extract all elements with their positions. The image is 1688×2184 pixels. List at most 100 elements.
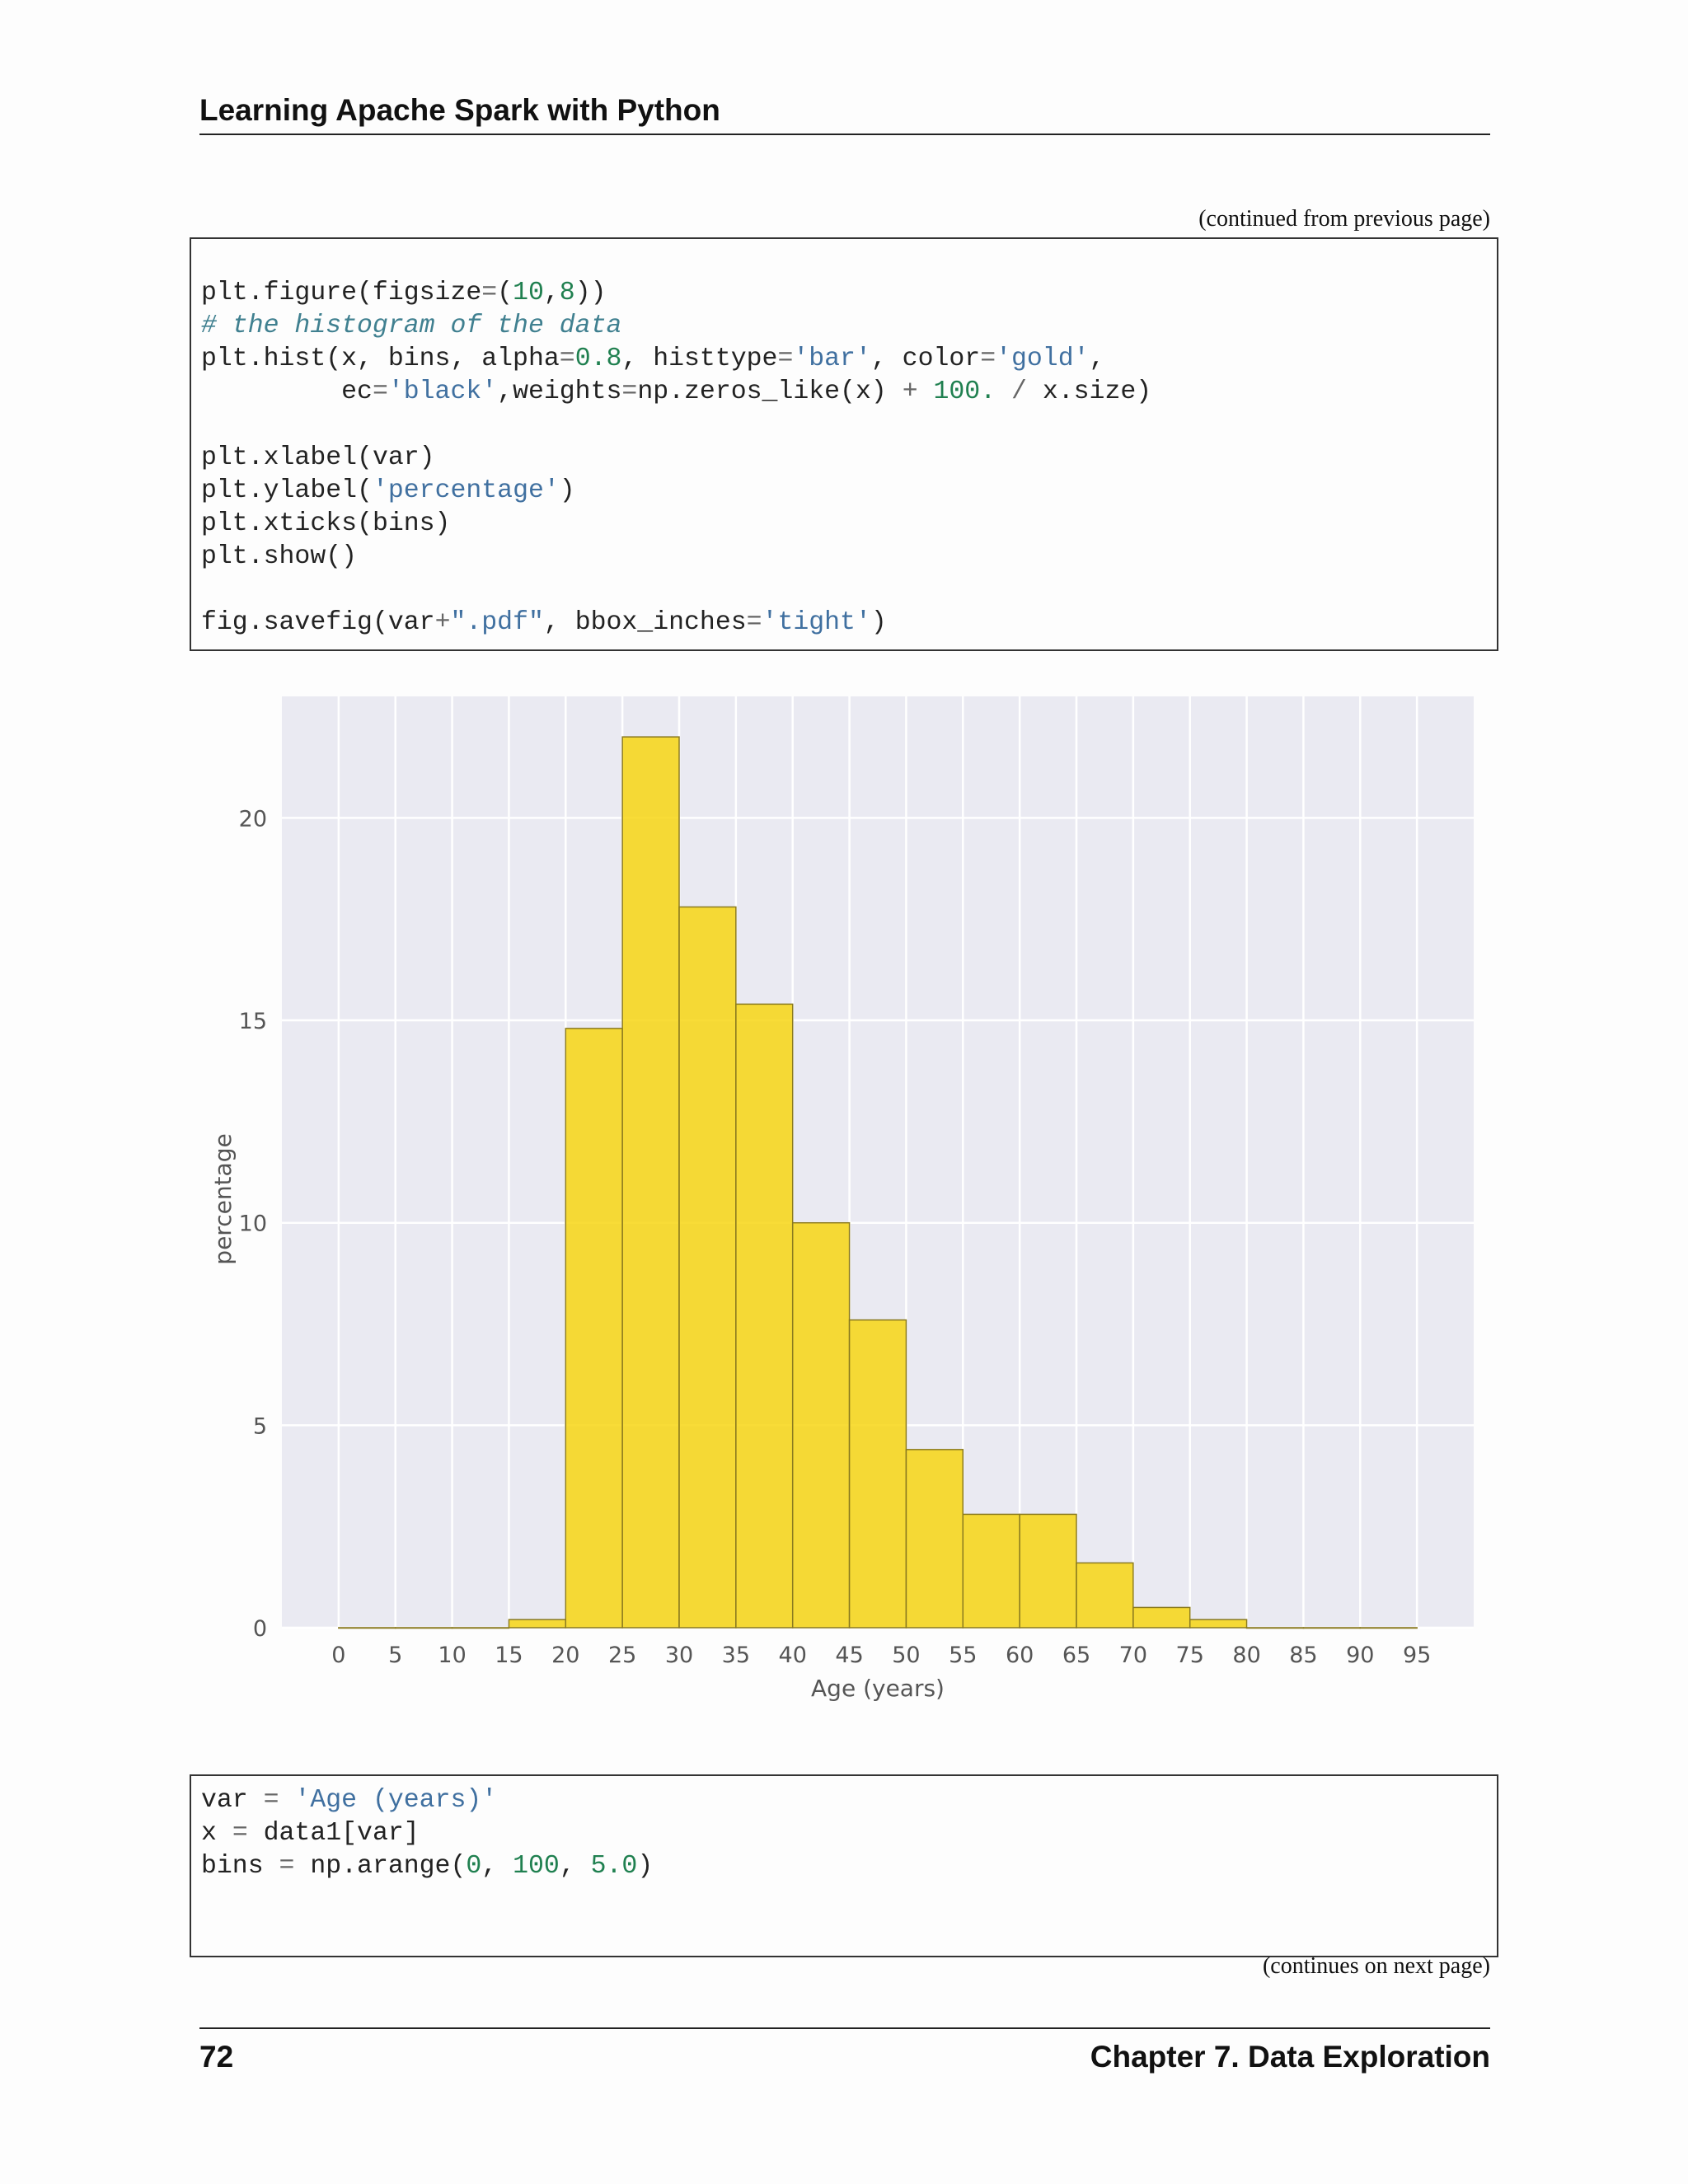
code-token: 'Age (years)': [294, 1786, 498, 1815]
code-line: plt.xticks(bins): [201, 509, 450, 538]
code-token: x: [1026, 377, 1058, 406]
histogram-bar: [565, 1028, 623, 1629]
x-tick-label: 15: [495, 1643, 523, 1668]
y-tick-label: 5: [253, 1413, 267, 1439]
code-token: =: [621, 377, 638, 406]
x-tick-label: 30: [665, 1643, 693, 1668]
code-line: ec='black',weights=np.zeros_like(x) + 10…: [201, 377, 1151, 406]
code-token: =: [746, 608, 762, 637]
age-histogram-chart: 0 5 10 15 20 25 30 35 40 45 50 55 60 65 70 75 80 85 90 95 0 5…: [209, 696, 1474, 1702]
code-token: )): [574, 279, 607, 307]
footer-rule: [199, 2027, 1490, 2029]
code-token: =: [372, 377, 388, 406]
histogram-bar: [1076, 1562, 1134, 1629]
x-tick-label: 35: [722, 1643, 750, 1668]
code-token: +: [434, 608, 451, 637]
code-token: ,weights: [497, 377, 622, 406]
code-token: arange(: [357, 1852, 467, 1881]
code-token: 'bar': [793, 344, 871, 373]
y-tick-label: 15: [239, 1009, 267, 1034]
code-token: ): [870, 608, 887, 637]
code-block-1-text: plt.figure(figsize=(10,8)) # the histogr…: [201, 277, 1151, 640]
code-token: savefig(var: [263, 608, 435, 637]
page-number: 72: [199, 2040, 234, 2074]
code-comment: # the histogram of the data: [201, 312, 622, 340]
code-token: x: [201, 1819, 232, 1848]
code-token: =: [481, 279, 498, 307]
code-token: 0: [466, 1852, 482, 1881]
code-token: plt: [201, 542, 248, 571]
code-token: ,: [543, 279, 560, 307]
y-axis-label: percentage: [209, 1133, 237, 1264]
code-token: 10: [513, 279, 544, 307]
code-token: np: [637, 377, 669, 406]
histogram-bar: [508, 1619, 567, 1629]
y-tick-label: 20: [239, 806, 267, 832]
code-token: show(): [263, 542, 358, 571]
chapter-title: Chapter 7. Data Exploration: [1090, 2040, 1490, 2074]
code-token: ylabel(: [263, 476, 373, 505]
code-token: =: [263, 1786, 279, 1815]
x-tick-label: 80: [1232, 1643, 1260, 1668]
x-tick-label: 10: [438, 1643, 466, 1668]
code-token: , bbox_inches: [543, 608, 747, 637]
code-block-2: var = 'Age (years)' x = data1[var] bins …: [190, 1774, 1498, 1957]
x-tick-label: 75: [1176, 1643, 1204, 1668]
code-token: =: [777, 344, 794, 373]
code-line: plt.xlabel(var): [201, 443, 435, 472]
histogram-bar: [848, 1319, 907, 1629]
histogram-bar: [1132, 1606, 1191, 1629]
x-tick-label: 5: [388, 1643, 402, 1668]
histogram-bar: [621, 736, 680, 1629]
code-token: xlabel(var): [263, 443, 435, 472]
histogram-bar: [1189, 1619, 1248, 1629]
code-token: =: [980, 344, 996, 373]
code-token: data1[var]: [247, 1819, 420, 1848]
code-token: , color: [870, 344, 981, 373]
code-block-1: plt.figure(figsize=(10,8)) # the histogr…: [190, 237, 1498, 651]
code-line: var = 'Age (years)': [201, 1786, 497, 1815]
code-token: 'black': [387, 377, 498, 406]
code-token: , histtype: [621, 344, 778, 373]
x-tick-label: 95: [1403, 1643, 1431, 1668]
x-axis-label: Age (years): [811, 1675, 945, 1702]
code-token: ,: [481, 1852, 513, 1881]
histogram-bar: [1302, 1627, 1362, 1629]
code-token: [279, 1786, 295, 1815]
code-token: ec: [201, 377, 373, 406]
continued-from-note: (continued from previous page): [1198, 206, 1490, 232]
code-token: np: [294, 1852, 342, 1881]
code-token: plt: [201, 509, 248, 538]
code-token: =: [559, 344, 575, 373]
code-token: =: [279, 1852, 295, 1881]
y-tick-label: 10: [239, 1212, 267, 1237]
code-token: =: [232, 1819, 248, 1848]
code-token: ,: [1089, 344, 1105, 373]
code-token: 'tight': [762, 608, 871, 637]
code-token: plt.figure(figsize: [201, 279, 482, 307]
code-line: plt.show(): [201, 542, 357, 571]
code-token: .: [1057, 377, 1074, 406]
code-token: 'percentage': [372, 476, 560, 505]
code-line: plt.hist(x, bins, alpha=0.8, histtype='b…: [201, 344, 1104, 373]
histogram-bar: [451, 1627, 510, 1629]
code-token: xticks(bins): [263, 509, 451, 538]
code-line: plt.ylabel('percentage'): [201, 476, 575, 505]
code-line: plt.figure(figsize=(10,8)): [201, 279, 607, 307]
code-token: 'gold': [996, 344, 1090, 373]
code-token: /: [1011, 377, 1027, 406]
code-token: .: [341, 1852, 358, 1881]
code-token: plt: [201, 443, 248, 472]
histogram-bar: [962, 1513, 1020, 1629]
code-token: .: [247, 542, 264, 571]
code-token: .: [247, 443, 264, 472]
code-token: [996, 377, 1011, 406]
header-rule: [199, 134, 1490, 135]
continues-on-note: (continues on next page): [1262, 1953, 1490, 1979]
code-line: bins = np.arange(0, 100, 5.0): [201, 1852, 653, 1881]
code-token: bins: [201, 1852, 279, 1881]
code-token: var: [201, 1786, 264, 1815]
code-token: .: [668, 377, 685, 406]
code-block-2-text: var = 'Age (years)' x = data1[var] bins …: [201, 1784, 653, 1883]
code-line: # the histogram of the data: [201, 312, 621, 340]
